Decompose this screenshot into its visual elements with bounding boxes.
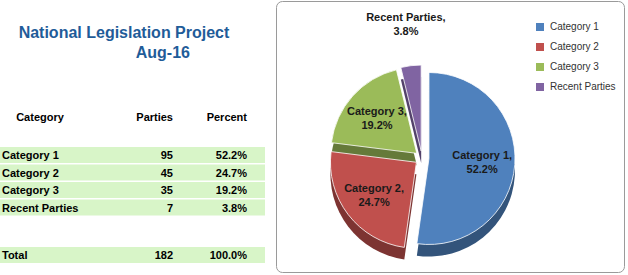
legend-swatch — [536, 63, 544, 71]
slice — [330, 152, 416, 248]
table-cell: Category 2 — [2, 167, 59, 179]
row-background — [0, 247, 265, 263]
column-header: Percent — [207, 111, 248, 123]
data-label-line: 19.2% — [361, 119, 392, 131]
legend-swatch — [536, 83, 544, 91]
data-label-line: Category 3, — [347, 105, 407, 117]
legend-item: Recent Parties — [536, 81, 616, 92]
legend-label: Category 3 — [550, 61, 599, 72]
canvas: National Legislation Project Aug-16 Catego… — [0, 0, 628, 275]
row-background — [0, 182, 265, 198]
slice — [417, 72, 515, 244]
slice — [331, 70, 416, 154]
data-label-line: 24.7% — [358, 196, 389, 208]
data-label-line: Category 1, — [452, 149, 512, 161]
data-label-line: 3.8% — [393, 25, 418, 37]
data-label: Category 3, 19.2% — [347, 105, 407, 131]
column-header: Parties — [136, 111, 173, 123]
table-cell: Recent Parties — [2, 202, 78, 214]
table-cell: Total — [2, 249, 27, 261]
legend-item: Category 2 — [536, 41, 599, 52]
legend-label: Category 2 — [550, 41, 599, 52]
legend-item: Category 3 — [536, 61, 599, 72]
data-label: Category 1, 52.2% — [452, 149, 512, 175]
table-cell: 35 — [161, 184, 173, 196]
data-label: Recent Parties, 3.8% — [366, 11, 445, 37]
table-cell: 52.2% — [216, 149, 247, 161]
table-cell: 95 — [161, 149, 173, 161]
table-cell: Category 1 — [2, 149, 59, 161]
legend-label: Recent Parties — [550, 81, 616, 92]
data-labels: Category 1,52.2%Category 2,24.7%Category… — [344, 11, 512, 208]
table-cell: 3.8% — [222, 202, 247, 214]
table-cell: 45 — [161, 167, 173, 179]
table-cell: 19.2% — [216, 184, 247, 196]
table: Category Parties Percent Category 1 95 52.2% C… — [0, 111, 265, 263]
data-label-line: Recent Parties, — [366, 11, 445, 23]
pie — [330, 65, 515, 259]
row-background — [0, 165, 265, 181]
table-cell: 100.0% — [210, 249, 248, 261]
column-header: Category — [16, 111, 65, 123]
table-cell: 182 — [155, 249, 173, 261]
table-cell: 7 — [167, 202, 173, 214]
chart-frame — [277, 2, 625, 273]
data-label: Category 2, 24.7% — [344, 182, 404, 208]
title: National Legislation Project — [19, 24, 230, 41]
legend-swatch — [536, 23, 544, 31]
row-background — [0, 147, 265, 163]
legend-label: Category 1 — [550, 21, 599, 32]
legend-item: Category 1 — [536, 21, 599, 32]
legend: Category 1 Category 2 Category 3 Recent Par… — [536, 21, 616, 92]
row-background — [0, 200, 265, 216]
data-label-line: Category 2, — [344, 182, 404, 194]
table-cell: Category 3 — [2, 184, 59, 196]
data-label-line: 52.2% — [467, 163, 498, 175]
legend-swatch — [536, 43, 544, 51]
subtitle: Aug-16 — [136, 44, 190, 61]
table-cell: 24.7% — [216, 167, 247, 179]
